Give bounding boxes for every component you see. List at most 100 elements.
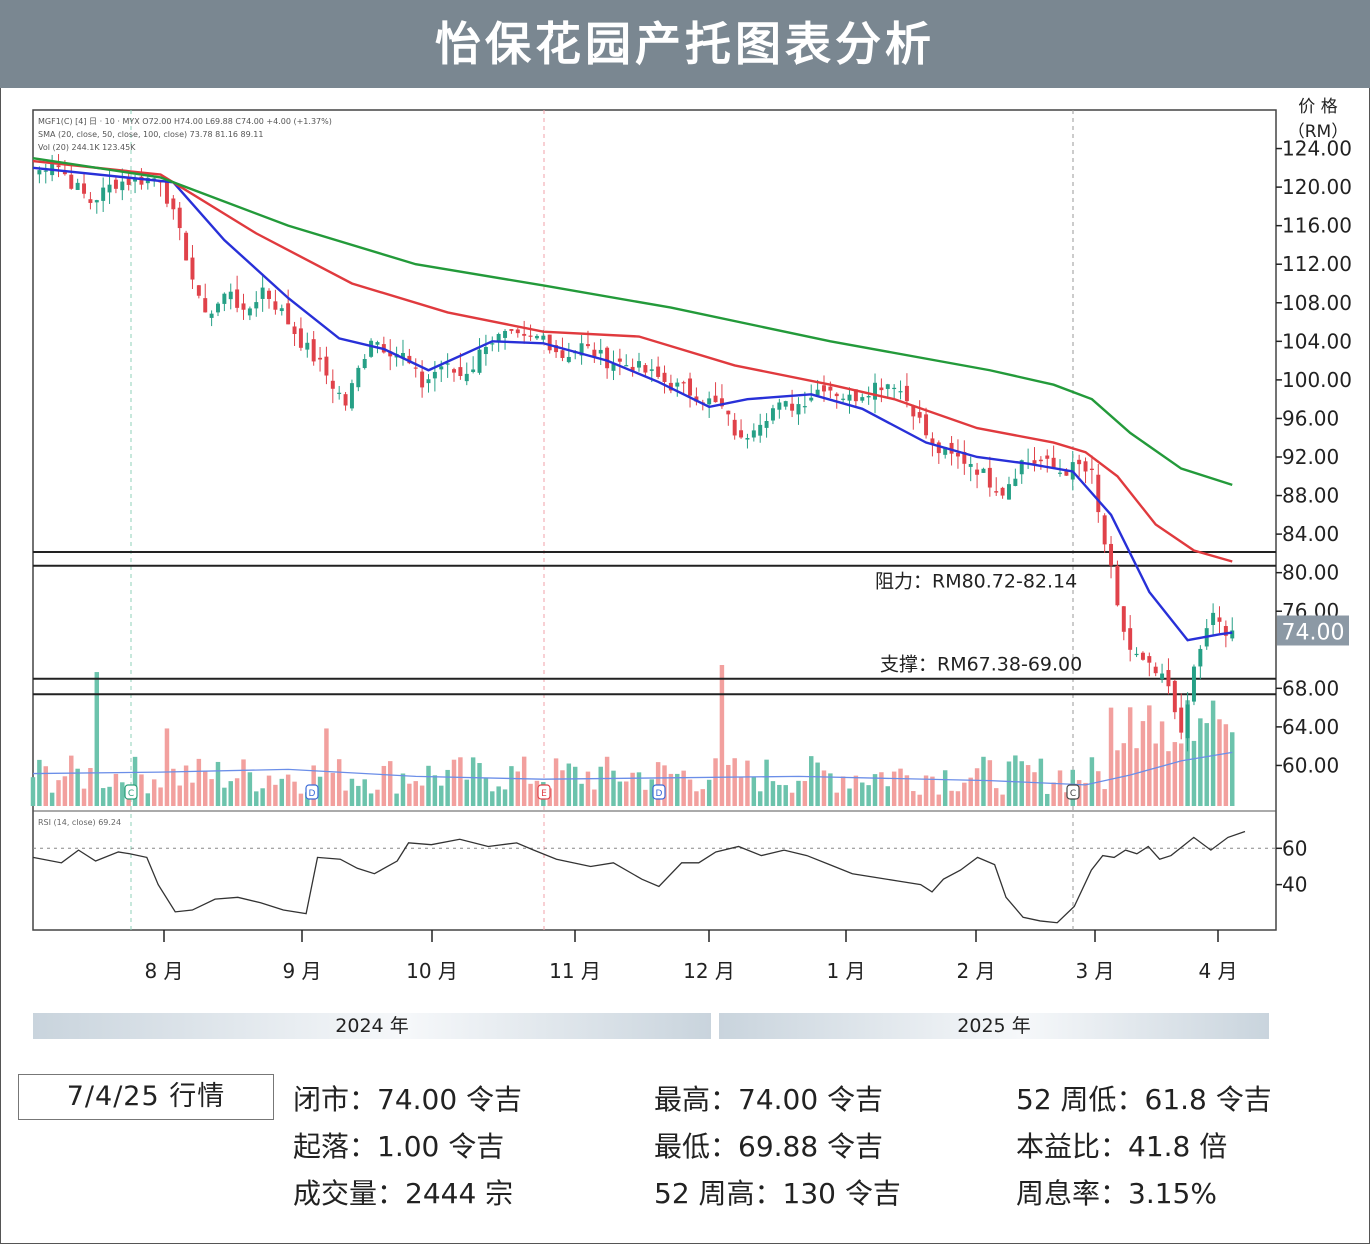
candle-body xyxy=(1179,707,1184,733)
candle-body xyxy=(107,184,112,193)
candle-body xyxy=(694,396,699,402)
volume-bar xyxy=(158,787,163,806)
last-price-label: 74.00 xyxy=(1282,621,1345,646)
stat-dividend-yield: 周息率：3.15% xyxy=(1016,1177,1217,1210)
volume-bar xyxy=(770,781,776,806)
candle-body xyxy=(1038,459,1043,462)
x-tick-label: 4 月 xyxy=(1198,959,1237,983)
candle-body xyxy=(152,178,157,180)
rsi-legend: RSI (14, close) 69.24 xyxy=(38,818,121,827)
candle-body xyxy=(292,326,297,335)
candle-body xyxy=(1153,666,1158,674)
candle-body xyxy=(522,333,527,336)
candle-body xyxy=(968,463,973,467)
candle-body xyxy=(802,406,807,408)
candle-body xyxy=(770,408,775,421)
candle-body xyxy=(796,404,801,415)
candle-body xyxy=(783,401,788,407)
volume-bar xyxy=(1166,751,1171,806)
candle-body xyxy=(1134,653,1139,656)
x-tick-label: 3 月 xyxy=(1075,959,1114,983)
volume-bar xyxy=(1230,732,1235,806)
year-label-2024: 2024 年 xyxy=(33,1013,711,1039)
volume-bar xyxy=(100,788,106,806)
volume-bar xyxy=(336,759,342,806)
candle-body xyxy=(624,365,629,367)
candle-body xyxy=(458,367,463,377)
candle-body xyxy=(841,398,846,400)
candle-body xyxy=(235,289,240,308)
volume-bar xyxy=(592,789,597,806)
volume-bar xyxy=(49,792,55,806)
candle-body xyxy=(483,347,488,355)
indicator-legend-line: MGF1(C) [4] 日 · 10 · MYX O72.00 H74.00 L… xyxy=(38,117,332,126)
candle-body xyxy=(1128,628,1133,650)
candle-body xyxy=(860,397,865,401)
volume-bar xyxy=(330,772,336,806)
candle-body xyxy=(790,403,795,411)
candle-body xyxy=(120,181,125,191)
candle-body xyxy=(904,385,909,402)
candle-body xyxy=(362,358,367,369)
candle-body xyxy=(643,365,648,373)
event-marker-label: C xyxy=(1070,789,1076,799)
candle-body xyxy=(1160,673,1165,679)
y-tick-label: 112.00 xyxy=(1282,252,1352,276)
volume-bar xyxy=(930,776,935,806)
candle-body xyxy=(209,313,214,318)
volume-bar xyxy=(1217,719,1222,806)
volume-bar xyxy=(1185,700,1190,806)
candle-body xyxy=(668,382,673,391)
candle-body xyxy=(1083,461,1088,472)
volume-bar xyxy=(171,768,176,806)
volume-bar xyxy=(69,755,74,806)
volume-bar xyxy=(1127,707,1133,806)
volume-bar xyxy=(853,775,859,806)
candle-body xyxy=(426,379,431,384)
volume-bar xyxy=(1057,770,1063,806)
volume-bar xyxy=(75,768,80,806)
volume-bar xyxy=(534,780,540,806)
volume-bar xyxy=(777,784,782,806)
candle-body xyxy=(490,343,495,345)
candle-body xyxy=(1077,459,1082,465)
stock-chart: 阻力：RM80.72-82.14 支撑：RM67.38-69.00 RSI (14,… xyxy=(30,97,1352,983)
candle-body xyxy=(311,339,316,362)
candle-body xyxy=(611,363,616,371)
volume-bar xyxy=(751,777,757,806)
volume-bar xyxy=(215,761,221,806)
candle-body xyxy=(566,356,571,363)
volume-bar xyxy=(451,759,457,806)
candle-body xyxy=(1096,474,1101,513)
volume-bar xyxy=(1096,771,1101,806)
volume-bar xyxy=(292,781,297,806)
candle-body xyxy=(330,380,335,389)
candle-body xyxy=(943,447,948,455)
candle-body xyxy=(911,406,916,417)
volume-bar xyxy=(88,767,93,806)
volume-bar xyxy=(872,774,878,806)
volume-bar xyxy=(1147,705,1152,806)
volume-ma-line xyxy=(32,751,1233,786)
candle-body xyxy=(598,349,603,354)
volume-bar xyxy=(840,776,846,806)
volume-bar xyxy=(1000,794,1005,806)
volume-bar xyxy=(387,761,393,806)
y-tick-label: 100.00 xyxy=(1282,368,1352,392)
candle-body xyxy=(388,351,393,357)
stat-change: 起落：1.00 令吉 xyxy=(293,1130,505,1163)
volume-bar xyxy=(630,772,635,806)
candle-body xyxy=(260,287,265,299)
candle-body xyxy=(69,174,74,189)
candle-body xyxy=(987,467,992,488)
volume-bar xyxy=(266,775,272,806)
candle-body xyxy=(305,342,310,350)
candle-body xyxy=(617,358,622,362)
candle-body xyxy=(924,414,929,436)
volume-bar xyxy=(145,793,151,806)
y-tick-label: 92.00 xyxy=(1282,445,1339,469)
y-tick-label: 80.00 xyxy=(1282,561,1339,585)
volume-bar xyxy=(821,770,827,806)
volume-bar xyxy=(324,728,329,806)
candle-body xyxy=(164,181,169,204)
